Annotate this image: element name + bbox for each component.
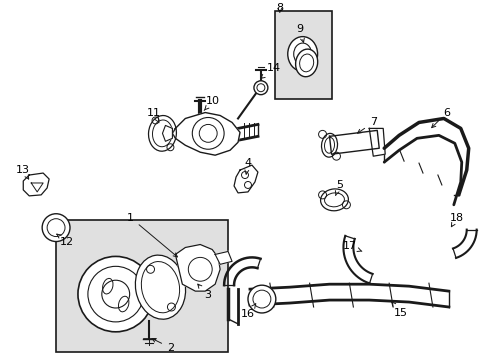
Polygon shape xyxy=(23,173,49,196)
Polygon shape xyxy=(215,251,232,264)
Polygon shape xyxy=(329,130,379,154)
Text: 15: 15 xyxy=(391,302,407,318)
Ellipse shape xyxy=(321,134,337,157)
Ellipse shape xyxy=(320,189,347,211)
Text: 2: 2 xyxy=(152,338,174,353)
Text: 1: 1 xyxy=(127,213,177,257)
Text: 3: 3 xyxy=(197,284,210,300)
Circle shape xyxy=(253,81,267,95)
Bar xyxy=(274,11,331,99)
Text: 11: 11 xyxy=(146,108,160,123)
Polygon shape xyxy=(162,125,172,141)
Ellipse shape xyxy=(293,43,311,65)
Text: 9: 9 xyxy=(296,24,304,42)
Ellipse shape xyxy=(324,193,344,207)
Polygon shape xyxy=(175,244,220,291)
Text: 4: 4 xyxy=(244,158,251,174)
Ellipse shape xyxy=(141,262,179,313)
Ellipse shape xyxy=(135,255,185,319)
Text: 17: 17 xyxy=(342,242,361,252)
Circle shape xyxy=(247,285,275,313)
Ellipse shape xyxy=(287,37,317,71)
Text: 14: 14 xyxy=(261,63,280,78)
Text: 5: 5 xyxy=(335,180,342,195)
Polygon shape xyxy=(172,113,240,155)
Ellipse shape xyxy=(295,49,317,77)
Polygon shape xyxy=(234,165,257,193)
Text: 6: 6 xyxy=(431,108,449,128)
Text: 16: 16 xyxy=(241,304,255,319)
Text: 7: 7 xyxy=(357,117,376,133)
Text: 18: 18 xyxy=(449,213,463,227)
Circle shape xyxy=(42,214,70,242)
Polygon shape xyxy=(368,129,385,156)
Circle shape xyxy=(78,256,153,332)
Ellipse shape xyxy=(148,116,176,151)
Text: 13: 13 xyxy=(16,165,30,179)
Bar xyxy=(56,220,227,352)
Ellipse shape xyxy=(152,120,172,147)
Circle shape xyxy=(192,117,224,149)
Text: 12: 12 xyxy=(57,234,74,247)
Text: 10: 10 xyxy=(203,96,220,111)
Circle shape xyxy=(88,266,143,322)
Text: 8: 8 xyxy=(276,3,283,13)
